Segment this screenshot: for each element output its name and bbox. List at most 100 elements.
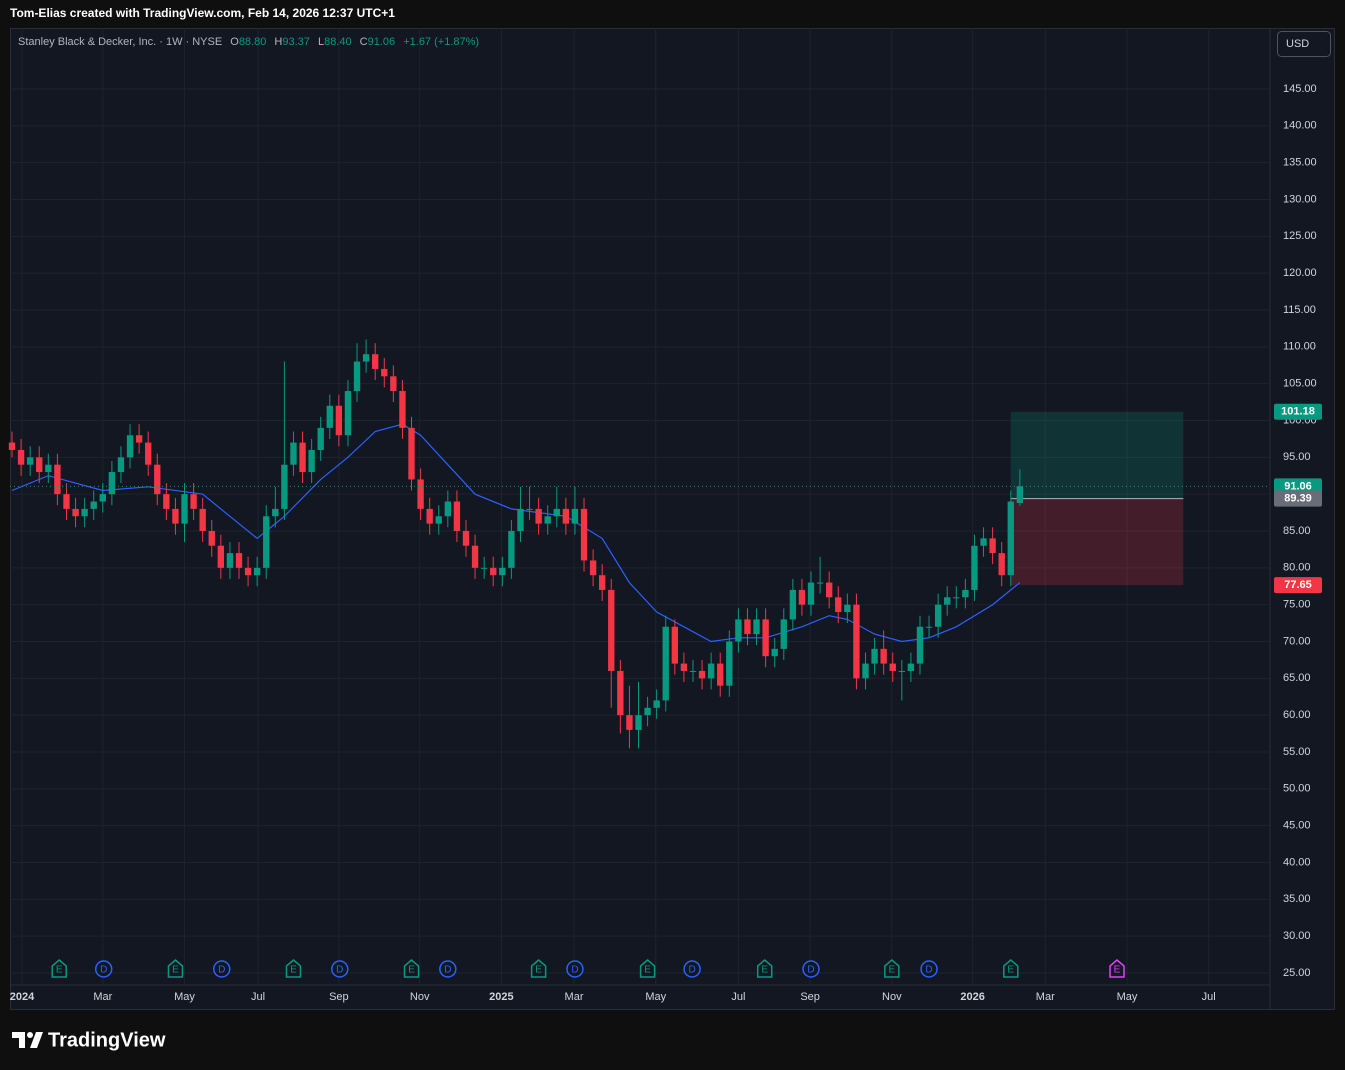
event-marker [802,960,820,978]
candle-body [680,663,688,671]
y-tick-label: 135.00 [1283,157,1317,169]
event-label: D [688,965,695,976]
candle-body [907,663,915,671]
x-tick-label: May [645,991,666,1003]
candle-body [17,449,25,465]
candle-body [226,553,234,568]
chart-frame [10,28,1335,1010]
candle-body [517,508,524,531]
stop-label-box [1274,577,1322,594]
candle-body [353,361,361,392]
event-marker [920,960,938,978]
event-marker [94,960,113,978]
event-label: D [571,965,578,976]
candle-body [362,354,370,362]
candle-body [199,508,206,531]
legend-high: 93.37 [282,36,310,48]
candle-body [117,457,125,473]
x-tick-label: May [1117,991,1138,1003]
candle-body [835,597,842,613]
candle-body [589,560,597,576]
logo-mark [27,1032,33,1038]
x-tick-label: Mar [93,991,112,1003]
x-tick-label: 2025 [489,991,513,1003]
y-tick-label: 145.00 [1283,83,1317,95]
grid [10,28,1270,985]
candle-body [971,545,978,590]
candle-body [399,391,406,428]
candle-body [45,464,52,473]
candle-body [599,575,606,590]
candle-body [653,700,660,708]
y-tick-label: 120.00 [1283,267,1317,279]
candle-body [253,567,261,576]
y-tick-label: 25.00 [1283,967,1311,979]
candle-body [844,604,851,613]
y-tick-label: 95.00 [1283,451,1311,463]
candle-body [317,427,324,450]
candle-body [335,405,343,436]
take-profit-label: 101.18 [1281,406,1315,418]
candle-body [934,604,942,627]
candle-body [989,538,996,554]
candle-body [662,626,669,701]
candle-body [72,508,79,517]
x-tick-label: Nov [882,991,902,1003]
currency-button[interactable] [1277,31,1331,57]
take-profit-label-box [1274,403,1322,420]
y-tick-label: 35.00 [1283,893,1311,905]
event-label: E [172,965,179,976]
event-label: E [1007,965,1014,976]
x-tick-label: Jul [1202,991,1216,1003]
x-tick-label: Nov [410,991,430,1003]
y-tick-label: 55.00 [1283,746,1311,758]
x-tick-label: Jul [731,991,745,1003]
event-marker [51,959,67,978]
event-label: E [644,965,651,976]
candle-body [717,663,724,686]
x-tick-label: 2026 [960,991,984,1003]
y-tick-label: 125.00 [1283,230,1317,242]
candle-body [208,530,215,546]
candle-body [953,597,960,599]
candle-body [962,589,969,598]
candle-body [63,494,70,509]
y-tick-label: 70.00 [1283,635,1311,647]
y-tick-label: 40.00 [1283,856,1311,868]
event-marker [530,959,547,978]
legend-l: L [318,36,324,48]
event-marker [331,960,349,978]
x-tick-label: Mar [1036,991,1055,1003]
event-label: E [56,965,63,976]
last-price-label: 91.06 [1284,480,1312,492]
entry-label-box [1274,490,1322,507]
y-tick-label: 60.00 [1283,709,1311,721]
candle-body [1007,501,1014,576]
event-label: E [290,965,297,976]
candle-body [580,508,588,561]
candle-body [126,435,134,458]
candle-body [853,604,860,679]
candle-body [544,516,551,524]
legend-change: +1.67 (+1.87%) [403,36,479,48]
event-marker [884,959,900,978]
candle-body [626,715,633,730]
event-marker [285,959,302,978]
legend-close: 91.06 [368,36,396,48]
y-tick-label: 130.00 [1283,193,1317,205]
candle-body [444,501,452,517]
candle-body [326,405,333,428]
legend-low: 88.40 [324,36,352,48]
target-zone [1010,411,1184,499]
candle-body [435,516,442,524]
candle-body [698,670,706,679]
x-tick-label: Jul [251,991,265,1003]
axes: 25.00 30.00 35.00 40.00 45.00 50.00 55.00 60.00… [10,83,1322,1003]
event-marker [639,959,656,978]
candle-body [244,567,252,576]
event-label: D [807,965,814,976]
last-price-label-box [1274,478,1322,495]
candle-body [744,619,751,635]
